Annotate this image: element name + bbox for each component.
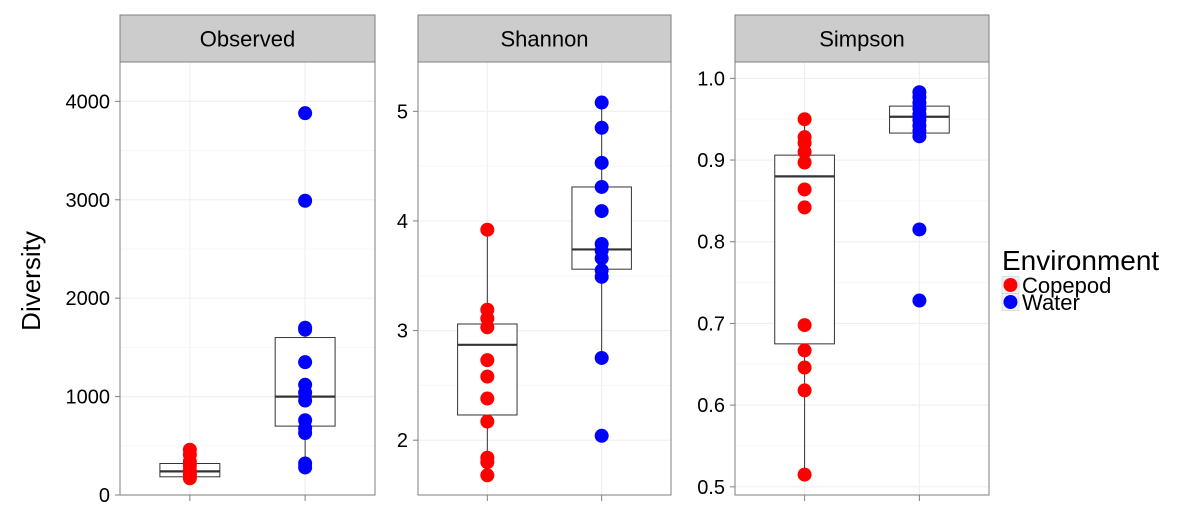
data-point-water bbox=[594, 428, 609, 443]
y-tick-label: 0.8 bbox=[697, 232, 725, 254]
data-point-water bbox=[594, 179, 609, 194]
legend-key-copepod bbox=[1003, 278, 1018, 292]
y-axis-title: Diversity bbox=[16, 231, 46, 331]
data-point-water bbox=[594, 204, 609, 219]
panel-border bbox=[119, 61, 376, 496]
panel-background bbox=[120, 62, 375, 495]
data-point-copepod bbox=[480, 320, 495, 335]
legend-label-copepod: Copepod bbox=[1022, 273, 1111, 298]
facet-title: Observed bbox=[200, 27, 295, 52]
data-point-copepod bbox=[480, 468, 495, 483]
data-point-water bbox=[912, 222, 927, 237]
data-point-water bbox=[298, 355, 313, 370]
y-tick-label: 0.5 bbox=[697, 477, 725, 499]
y-tick-label: 0.6 bbox=[697, 395, 725, 417]
y-tick-label: 3000 bbox=[66, 190, 111, 212]
data-point-copepod bbox=[480, 369, 495, 384]
panel-background bbox=[418, 62, 671, 495]
data-point-water bbox=[594, 120, 609, 135]
panel-shannon: Shannon 2 3 4 5 bbox=[397, 14, 672, 501]
data-point-water bbox=[298, 426, 313, 441]
y-tick-label: 0.7 bbox=[697, 313, 725, 335]
legend-title: Environment bbox=[1002, 245, 1159, 276]
data-point-copepod bbox=[480, 414, 495, 429]
legend-key-water bbox=[1003, 295, 1018, 309]
data-point-water bbox=[594, 350, 609, 365]
data-point-copepod bbox=[480, 455, 495, 470]
data-point-copepod bbox=[797, 155, 812, 170]
data-point-water bbox=[298, 393, 313, 408]
data-point-copepod bbox=[797, 200, 812, 215]
data-point-copepod bbox=[797, 182, 812, 197]
data-point-water bbox=[298, 460, 313, 475]
data-point-copepod bbox=[480, 391, 495, 406]
y-tick-label: 0 bbox=[99, 485, 110, 507]
panel-background bbox=[735, 62, 989, 495]
y-tick-label: 2 bbox=[397, 430, 408, 452]
facet-title: Simpson bbox=[819, 27, 905, 52]
panel-observed: Observed 0 1000 2000 3000 4000 bbox=[66, 14, 376, 507]
y-tick-label: 5 bbox=[397, 101, 408, 123]
y-tick-label: 4 bbox=[397, 211, 408, 233]
panel-simpson: Simpson 0.5 0.6 0.7 0.8 0.9 1.0 bbox=[697, 14, 990, 501]
data-point-water bbox=[594, 95, 609, 110]
y-tick-label: 4000 bbox=[66, 91, 111, 113]
data-point-copepod bbox=[182, 471, 197, 486]
legend-label-water: Water bbox=[1022, 290, 1080, 315]
panel-border bbox=[734, 61, 990, 496]
data-point-water bbox=[298, 322, 313, 337]
y-tick-label: 1.0 bbox=[697, 68, 725, 90]
data-point-water bbox=[298, 106, 313, 121]
data-point-copepod bbox=[797, 343, 812, 358]
data-point-water bbox=[912, 129, 927, 144]
facet-title: Shannon bbox=[500, 27, 588, 52]
data-point-water bbox=[594, 269, 609, 284]
data-point-copepod bbox=[480, 222, 495, 237]
data-point-copepod bbox=[797, 467, 812, 482]
y-tick-label: 2000 bbox=[66, 288, 111, 310]
data-point-copepod bbox=[797, 144, 812, 159]
data-point-copepod bbox=[797, 318, 812, 333]
data-point-water bbox=[594, 251, 609, 266]
data-point-copepod bbox=[797, 112, 812, 127]
data-point-copepod bbox=[797, 383, 812, 398]
data-point-water bbox=[912, 293, 927, 308]
data-point-copepod bbox=[797, 360, 812, 375]
data-point-water bbox=[298, 193, 313, 208]
data-point-copepod bbox=[480, 353, 495, 368]
y-tick-label: 1000 bbox=[66, 387, 111, 409]
panel-border bbox=[417, 61, 672, 496]
y-tick-label: 0.9 bbox=[697, 150, 725, 172]
facet-strip bbox=[119, 14, 376, 63]
facet-strip bbox=[734, 14, 990, 63]
data-point-water bbox=[594, 155, 609, 170]
y-tick-label: 3 bbox=[397, 321, 408, 343]
facet-strip bbox=[417, 14, 672, 63]
